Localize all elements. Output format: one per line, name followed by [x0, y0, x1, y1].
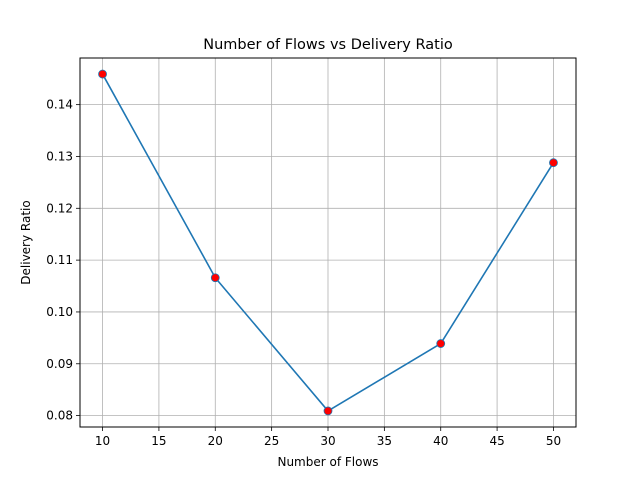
x-tick-label: 15: [151, 434, 166, 448]
data-point: [98, 69, 107, 79]
y-tick-label: 0.08: [46, 409, 73, 423]
y-tick-label: 0.12: [46, 201, 73, 215]
x-tick-label: 20: [208, 434, 223, 448]
data-point: [436, 339, 446, 348]
x-tick-label: 40: [433, 434, 448, 448]
y-tick-label: 0.09: [46, 357, 73, 371]
x-tick-label: 30: [320, 434, 335, 448]
x-tick-label: 35: [377, 434, 392, 448]
data-point: [210, 273, 220, 283]
y-axis-ticks: 0.08 0.09 0.10 0.11 0.12 0.13 0.14: [46, 98, 80, 423]
data-point: [549, 158, 558, 168]
data-point: [323, 406, 333, 416]
y-tick-label: 0.14: [46, 98, 73, 112]
y-tick-label: 0.11: [46, 253, 73, 267]
x-tick-label: 45: [489, 434, 504, 448]
x-tick-label: 25: [264, 434, 279, 448]
x-axis-label: Number of Flows: [277, 455, 378, 469]
y-axis-label: Delivery Ratio: [19, 200, 33, 284]
series-layer: [98, 69, 558, 416]
y-tick-label: 0.10: [46, 305, 73, 319]
x-axis-ticks: 10 15 20 25 30 35 40 45 50: [95, 427, 561, 448]
x-tick-label: 10: [95, 434, 110, 448]
y-tick-label: 0.13: [46, 149, 73, 163]
chart-title: Number of Flows vs Delivery Ratio: [203, 37, 453, 53]
x-tick-label: 50: [546, 434, 561, 448]
